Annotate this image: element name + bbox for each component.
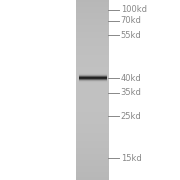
- Text: 35kd: 35kd: [121, 88, 141, 97]
- Text: 15kd: 15kd: [121, 154, 141, 163]
- Text: 40kd: 40kd: [121, 74, 141, 83]
- Text: 25kd: 25kd: [121, 112, 141, 121]
- Text: 70kd: 70kd: [121, 16, 141, 25]
- Text: 55kd: 55kd: [121, 31, 141, 40]
- Text: 100kd: 100kd: [121, 5, 147, 14]
